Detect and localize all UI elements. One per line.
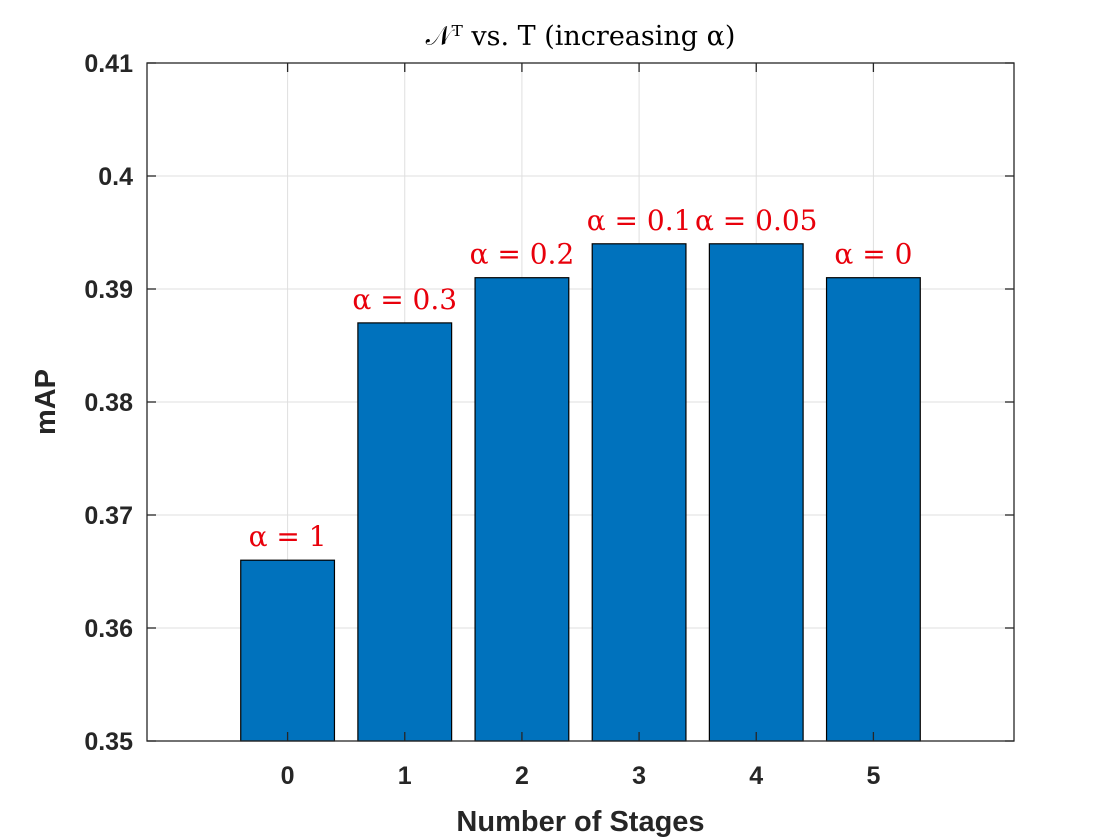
bar-label-2: α = 0.2 [470, 238, 575, 271]
x-tick-label: 2 [515, 762, 529, 790]
bar-1 [357, 322, 453, 742]
axis-ticks: 0.35 0.36 0.37 0.38 0.39 0.4 0.41 0 1 2 3 4 5 [84, 50, 1014, 790]
bars [240, 243, 921, 742]
bar-label-5: α = 0 [834, 238, 912, 271]
y-tick-label: 0.36 [84, 615, 133, 643]
x-tick-label: 3 [632, 762, 646, 790]
bar-label-0: α = 1 [249, 520, 327, 553]
chart-title: 𝒩ᵀ vs. T (increasing α) [426, 21, 736, 52]
bar-labels: α = 1 α = 0.3 α = 0.2 α = 0.1 α = 0.05 α = 0 [249, 204, 913, 553]
bar-label-4: α = 0.05 [695, 204, 818, 237]
x-axis-label: Number of Stages [456, 806, 704, 838]
x-tick-label: 0 [281, 762, 295, 790]
y-axis-label: mAP [30, 369, 62, 435]
x-tick-label: 1 [398, 762, 412, 790]
y-tick-label: 0.37 [84, 502, 133, 530]
y-tick-label: 0.39 [84, 276, 133, 304]
y-tick-label: 0.4 [98, 163, 133, 191]
y-tick-label: 0.41 [84, 50, 133, 78]
y-tick-label: 0.35 [84, 728, 133, 756]
bar-label-1: α = 0.3 [352, 283, 457, 316]
bar-5 [825, 277, 921, 742]
bar-4 [708, 243, 804, 742]
x-tick-label: 4 [749, 762, 763, 790]
x-tick-label: 5 [866, 762, 880, 790]
bar-label-3: α = 0.1 [587, 204, 692, 237]
bar-2 [474, 277, 570, 742]
bar-3 [591, 243, 687, 742]
y-tick-label: 0.38 [84, 389, 133, 417]
bar-0 [240, 559, 336, 742]
